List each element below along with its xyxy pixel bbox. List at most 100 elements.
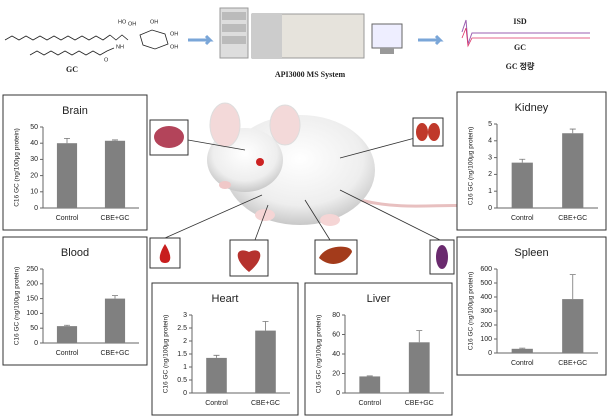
y-tick-label: 100 xyxy=(26,310,38,317)
y-tick-label: 250 xyxy=(26,266,38,273)
error-bar xyxy=(416,330,423,343)
y-tick-label: 5 xyxy=(488,121,492,128)
bar xyxy=(408,342,430,393)
instrument xyxy=(219,7,403,59)
y-tick-label: 100 xyxy=(480,336,492,343)
chart-panel: Blood C16 GC (ng/100μg protein) 0 50 100 150 2… xyxy=(2,236,148,366)
y-tick-label: 60 xyxy=(332,331,340,338)
chart-panel: Kidney C16 GC (ng/100μg protein) 0 1 2 3 4 5 Con… xyxy=(456,91,607,231)
error-bar xyxy=(64,324,70,327)
x-tick-label: CBE+GC xyxy=(405,400,434,407)
error-bar xyxy=(64,137,70,144)
structure-label: OH xyxy=(150,19,158,25)
error-bar xyxy=(112,139,118,141)
connector xyxy=(164,137,441,241)
x-tick-label: CBE+GC xyxy=(251,400,280,407)
y-tick-label: 40 xyxy=(332,351,340,358)
arrow xyxy=(418,34,444,46)
instrument-label: API3000 MS System xyxy=(275,70,346,79)
y-tick-label: 1 xyxy=(488,188,492,195)
y-tick-label: 50 xyxy=(30,325,38,332)
bar xyxy=(359,376,381,393)
bar xyxy=(562,133,584,208)
bar xyxy=(511,162,533,208)
chart-panel: Liver C16 GC (ng/100μg protein) 0 20 40 60 80 C… xyxy=(304,282,453,416)
x-tick-label: Control xyxy=(511,215,534,222)
y-tick-label: 0 xyxy=(336,390,340,397)
error-bar xyxy=(519,347,526,349)
x-tick-label: CBE+GC xyxy=(101,215,130,222)
y-tick-label: 3 xyxy=(183,312,187,319)
error-bar xyxy=(262,321,269,331)
y-tick-label: 2 xyxy=(183,338,187,345)
result-label: GC 정량 xyxy=(506,61,535,71)
chart-title: Kidney xyxy=(515,102,549,114)
trace-label: GC xyxy=(514,43,526,52)
bar xyxy=(56,326,78,343)
y-tick-label: 4 xyxy=(488,138,492,145)
structure-label: O xyxy=(104,57,109,63)
bar xyxy=(56,143,78,208)
y-tick-label: 0.5 xyxy=(177,377,187,384)
chart-title: Heart xyxy=(212,293,239,305)
y-tick-label: 2 xyxy=(488,171,492,178)
structure xyxy=(4,29,169,56)
y-axis-label: C16 GC (ng/100μg protein) xyxy=(468,127,475,206)
chart-panel: Heart C16 GC (ng/100μg protein) 0 0.5 1 1.5 2 2… xyxy=(151,282,299,416)
x-tick-label: CBE+GC xyxy=(101,350,130,357)
y-tick-label: 300 xyxy=(480,308,492,315)
y-axis-label: C16 GC (ng/100μg protein) xyxy=(14,128,21,207)
chromatogram xyxy=(461,19,590,48)
y-tick-label: 200 xyxy=(26,281,38,288)
y-tick-label: 20 xyxy=(30,172,38,179)
y-tick-label: 200 xyxy=(480,322,492,329)
y-tick-label: 0 xyxy=(488,350,492,357)
y-tick-label: 10 xyxy=(30,189,38,196)
structure-label: NH xyxy=(116,44,124,50)
y-axis-label: C16 GC (ng/100μg protein) xyxy=(468,272,475,351)
bar xyxy=(511,348,533,353)
y-tick-label: 1.5 xyxy=(177,351,187,358)
y-axis-label: C16 GC (ng/100μg protein) xyxy=(14,267,21,346)
y-tick-label: 80 xyxy=(332,312,340,319)
chart-title: Brain xyxy=(62,105,88,117)
error-bar xyxy=(519,158,526,163)
y-tick-label: 0 xyxy=(488,205,492,212)
error-bar xyxy=(213,354,220,358)
y-tick-label: 600 xyxy=(480,266,492,273)
x-tick-label: CBE+GC xyxy=(558,215,587,222)
x-tick-label: Control xyxy=(56,350,79,357)
y-axis-label: C16 GC (ng/100μg protein) xyxy=(316,315,323,394)
y-tick-label: 400 xyxy=(480,294,492,301)
x-tick-label: CBE+GC xyxy=(558,360,587,367)
mouse xyxy=(207,102,501,226)
y-tick-label: 0 xyxy=(34,205,38,212)
y-tick-label: 1 xyxy=(183,364,187,371)
y-tick-label: 500 xyxy=(480,280,492,287)
chart-title: Blood xyxy=(61,247,89,259)
y-tick-label: 0 xyxy=(34,340,38,347)
chart-panel: Spleen C16 GC (ng/100μg protein) 0 100 200 30… xyxy=(456,236,607,376)
error-bar xyxy=(569,274,576,300)
organ-icon xyxy=(149,117,455,277)
bar xyxy=(255,330,276,393)
compound-label: GC xyxy=(66,65,78,74)
y-tick-label: 3 xyxy=(488,154,492,161)
bar xyxy=(104,298,126,343)
structure-label: HO xyxy=(118,19,127,25)
chart-title: Spleen xyxy=(514,247,548,259)
y-tick-label: 30 xyxy=(30,156,38,163)
y-tick-label: 150 xyxy=(26,295,38,302)
y-axis-label: C16 GC (ng/100μg protein) xyxy=(163,315,170,394)
bar xyxy=(104,140,126,208)
structure-label: OH xyxy=(170,44,178,50)
x-tick-label: Control xyxy=(205,400,228,407)
structure-label: OH xyxy=(128,21,136,27)
arrow xyxy=(188,34,214,46)
bar xyxy=(562,299,584,353)
chart-panel: Brain C16 GC (ng/100μg protein) 0 10 20 30 40 5… xyxy=(2,94,148,231)
x-tick-label: Control xyxy=(511,360,534,367)
y-tick-label: 2.5 xyxy=(177,325,187,332)
